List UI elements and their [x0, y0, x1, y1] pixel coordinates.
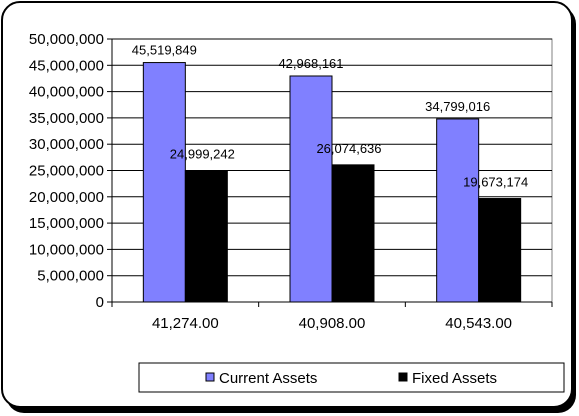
y-tick-label: 50,000,000 [29, 31, 104, 48]
data-label-fixed-assets: 24,999,242 [170, 147, 235, 162]
legend-box [138, 362, 565, 393]
y-axis: 0 5,000,000 10,000,000 15,000,000 20,000,000… [29, 31, 113, 311]
x-axis: 41,274.00 40,908.00 40,543.00 [111, 301, 553, 332]
legend-swatch-fixed-assets [398, 372, 408, 382]
y-tick-label: 25,000,000 [29, 163, 104, 180]
legend-swatch-current-assets [205, 372, 215, 382]
bar-current-assets [142, 62, 186, 303]
data-label-fixed-assets: 26,074,636 [316, 141, 381, 156]
bar-fixed-assets [184, 170, 228, 303]
data-label-current-assets: 42,968,161 [278, 56, 343, 71]
data-label-fixed-assets: 19,673,174 [463, 175, 528, 190]
bars [142, 62, 522, 303]
y-tick-label: 30,000,000 [29, 136, 104, 153]
y-tick-label: 45,000,000 [29, 57, 104, 74]
plot-area: 45,519,849 42,968,161 34,799,016 24,999,242… [29, 31, 553, 332]
y-tick-label: 20,000,000 [29, 189, 104, 206]
x-tick-label: 40,543.00 [445, 315, 512, 332]
y-tick-label: 5,000,000 [37, 268, 104, 285]
bar-labels: 45,519,849 42,968,161 34,799,016 24,999,242… [132, 43, 528, 190]
data-label-current-assets: 45,519,849 [132, 43, 197, 58]
bar-fixed-assets [331, 164, 375, 303]
data-label-current-assets: 34,799,016 [425, 99, 490, 114]
y-tick-label: 40,000,000 [29, 84, 104, 101]
y-tick-label: 0 [96, 294, 104, 311]
bar-current-assets [436, 118, 480, 303]
legend-label-fixed-assets: Fixed Assets [412, 370, 497, 387]
legend: Current Assets Fixed Assets [138, 362, 565, 393]
y-tick-label: 15,000,000 [29, 215, 104, 232]
y-tick-label: 35,000,000 [29, 110, 104, 127]
x-tick-label: 41,274.00 [152, 315, 219, 332]
y-tick-label: 10,000,000 [29, 241, 104, 258]
bar-current-assets [289, 75, 333, 303]
legend-label-current-assets: Current Assets [219, 370, 317, 387]
x-tick-label: 40,908.00 [299, 315, 366, 332]
bar-fixed-assets [478, 198, 522, 303]
